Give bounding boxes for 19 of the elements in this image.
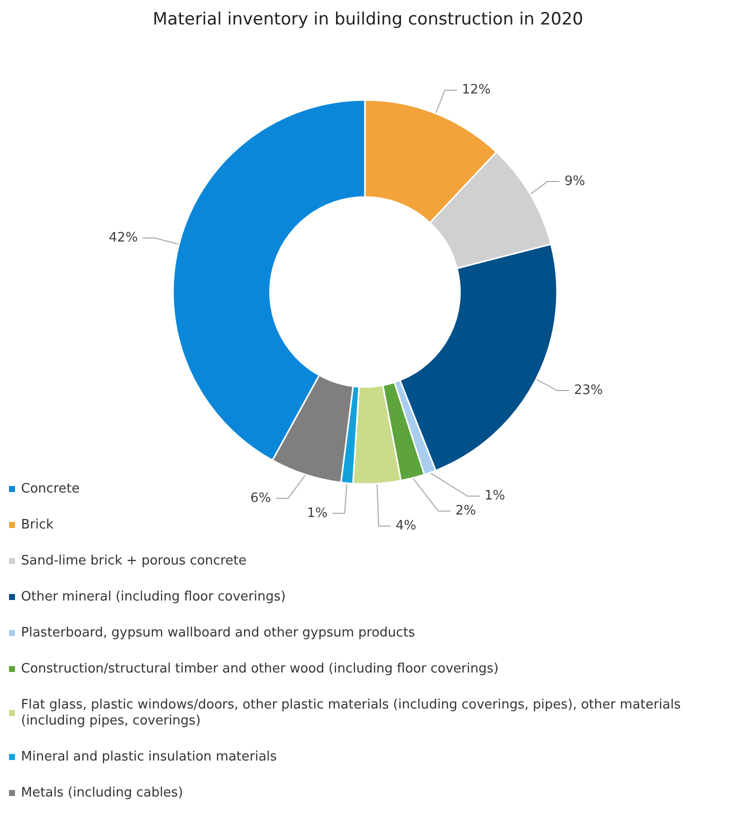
data-label: 42%: [108, 230, 138, 246]
legend-label: Metals (including cables): [21, 786, 184, 800]
data-label: 9%: [564, 174, 586, 190]
data-label: 12%: [462, 82, 491, 98]
data-label: 6%: [250, 490, 271, 506]
legend-label: Flat glass, plastic windows/doors, other plastic materials (including coverings, pipes), other materials (including pipes, coverings): [21, 698, 685, 728]
chart-title: Material inventory in building construction in 2020: [152, 10, 584, 30]
legend-label: Sand-lime brick + porous concrete: [21, 554, 246, 568]
data-label: 1%: [306, 506, 328, 521]
legend-label: Plasterboard, gypsum wallboard and other gypsum products: [21, 626, 416, 640]
legend-label: Brick: [21, 518, 54, 532]
legend-label: Other mineral (including floor coverings): [21, 590, 286, 604]
legend-label: Concrete: [21, 482, 80, 496]
data-label: 1%: [484, 488, 506, 504]
data-label: 2%: [455, 504, 476, 519]
legend-label: Construction/structural timber and other wood (including floor coverings): [21, 662, 499, 676]
data-label: 23%: [574, 383, 603, 398]
data-label: 4%: [396, 518, 416, 534]
legend-label: Mineral and plastic insulation materials: [21, 750, 278, 764]
